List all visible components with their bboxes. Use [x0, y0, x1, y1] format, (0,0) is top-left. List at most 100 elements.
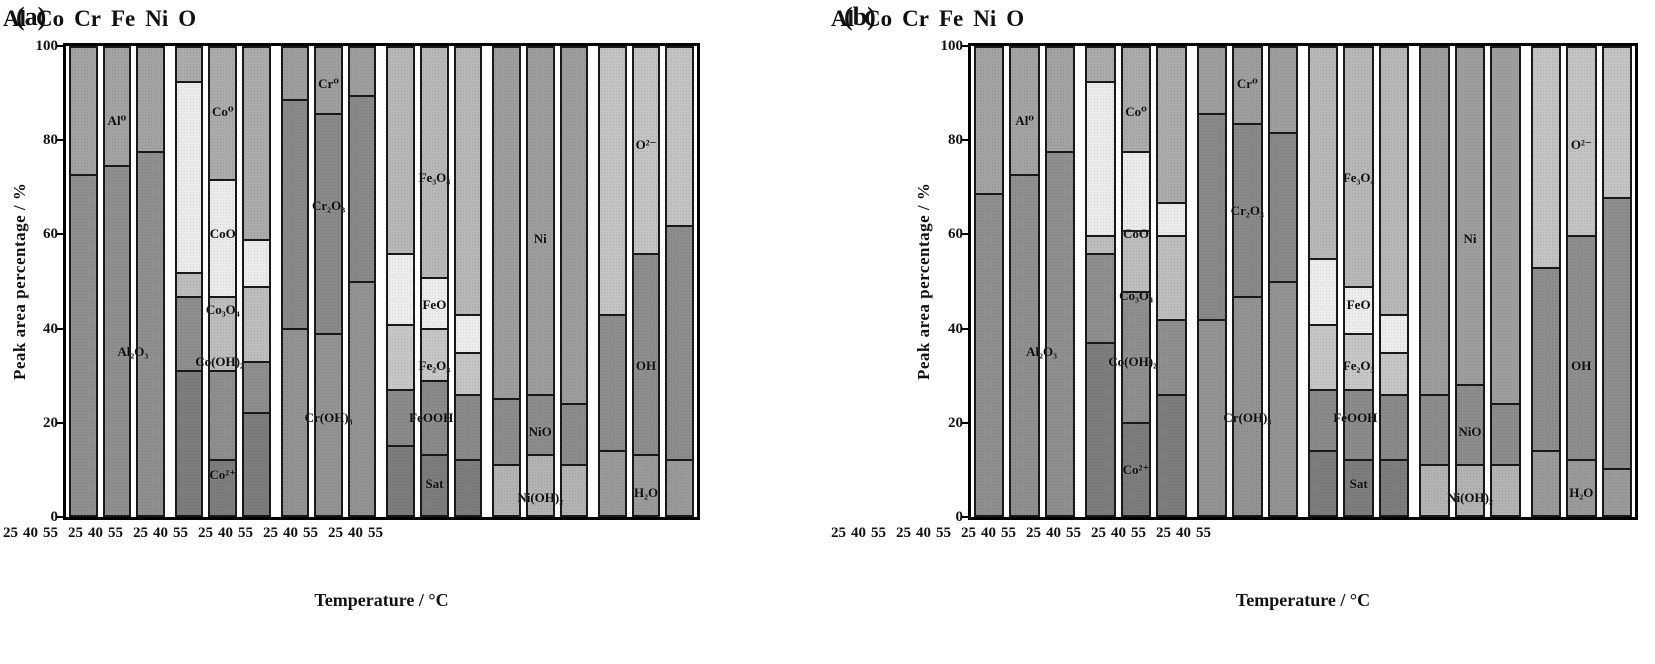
- bar-segment-H₂O: [1568, 458, 1595, 515]
- x-tick-label: 40: [1176, 525, 1191, 541]
- bar-segment-Co₃O₄: [1122, 230, 1150, 291]
- bar-segment-FeOOH: [1309, 388, 1337, 450]
- bar-segment-Cr₂O₃: [282, 99, 308, 329]
- bar-segment-OH: [667, 225, 692, 459]
- bar-segment-Sat: [388, 444, 414, 515]
- stacked-bar-Cr-40: [314, 46, 343, 517]
- bar-segment-FeOOH: [1380, 393, 1408, 459]
- stacked-bar-Ni-40: [525, 46, 555, 517]
- bar-segment-Co²⁺: [1158, 393, 1185, 515]
- bar-group-Al: Al⁰ Al₂O₃: [974, 46, 1076, 517]
- x-tick-label: 25: [3, 525, 18, 541]
- stacked-bar-Co-40: [208, 46, 238, 517]
- bar-segment-NiO: [1492, 402, 1519, 464]
- bar-segment-Cr(OH)₃: [1198, 318, 1226, 515]
- species-label-Ni: Ni: [533, 231, 547, 247]
- bar-segment-Co²⁺: [210, 458, 236, 515]
- species-label-H₂O: H₂O: [633, 485, 659, 501]
- bar-segment-O²⁻: [1568, 48, 1595, 235]
- bar-segment-Cr₂O₃: [1269, 132, 1296, 282]
- stacked-bar-Co-55: [1156, 46, 1187, 517]
- plot-area: 0 20 40 60 80 100 Al⁰ Al₂O₃ Co⁰ CoO Co₃O₄ Co(OH)₂ C…: [941, 39, 1638, 525]
- bar-segment-Cr⁰: [1269, 48, 1296, 133]
- bar-segment-CoO: [1087, 80, 1114, 235]
- x-tick-group-Ni: 25 40 55: [263, 525, 318, 545]
- bar-segment-Cr(OH)₃: [349, 281, 375, 515]
- species-label-Ni(OH)₂: Ni(OH)₂: [1447, 490, 1493, 506]
- x-tick-label: 40: [348, 525, 363, 541]
- species-label-OH: OH: [1571, 358, 1592, 374]
- x-tick-group-Cr: 25 40 55: [961, 525, 1016, 545]
- stacked-bar-O-55: [1601, 46, 1632, 517]
- bar-segment-Co₃O₄: [244, 286, 269, 361]
- x-tick-label: 40: [23, 525, 38, 541]
- stacked-bar-Al-25: [974, 46, 1005, 517]
- bar-segment-Ni: [527, 48, 553, 394]
- bar-segment-Al₂O₃: [1011, 174, 1038, 515]
- x-tick-label: 40: [981, 525, 996, 541]
- stacked-bar-Fe-55: [453, 46, 483, 517]
- species-label-Co²⁺: Co²⁺: [1122, 461, 1150, 477]
- x-tick-label: 55: [173, 525, 188, 541]
- bar-segment-CoO: [1122, 150, 1150, 231]
- species-label-FeOOH: FeOOH: [1333, 410, 1378, 426]
- bar-segment-Fe₃O₄: [388, 48, 414, 254]
- bar-group-Co: Co⁰ CoO Co₃O₄ Co(OH)₂ Co²⁺: [1085, 46, 1187, 517]
- x-tick-label: 55: [1131, 525, 1146, 541]
- bars-area: Al⁰ Al₂O₃ Co⁰ CoO Co₃O₄ Co(OH)₂ Co²⁺ Cr⁰ Cr₂O₃ Cr…: [66, 46, 697, 517]
- x-tick-label: 25: [68, 525, 83, 541]
- bar-segment-NiO: [1421, 393, 1448, 464]
- bar-segment-CoO: [244, 239, 269, 287]
- species-label-Fe₂O₃: Fe₂O₃: [418, 358, 451, 374]
- bar-segment-Cr(OH)₃: [1234, 295, 1261, 515]
- element-headers: Al Co Cr Fe Ni O: [0, 6, 199, 38]
- species-label-Co⁰: Co⁰: [1125, 103, 1147, 119]
- element-header-Cr: Cr: [74, 6, 101, 31]
- stacked-bar-O-25: [1530, 46, 1562, 517]
- bar-group-Fe: Fe₃O₄ FeO Fe₂O₃ FeOOH Sat: [1307, 46, 1410, 517]
- bar-segment-FeO: [1380, 314, 1408, 352]
- bar-segment-Cr₂O₃: [316, 113, 341, 333]
- element-header-Fe: Fe: [938, 6, 964, 31]
- bar-segment-Ni(OH)₂: [561, 463, 587, 515]
- stacked-bar-Fe-55: [1378, 46, 1410, 517]
- x-tick-group-Fe: 25 40 55: [198, 525, 253, 545]
- bar-segment-OH: [1532, 267, 1560, 450]
- bar-segment-Al₂O₃: [104, 164, 130, 515]
- bar-segment-Co⁰: [210, 48, 236, 179]
- y-tick-mark: [57, 516, 66, 518]
- stacked-bar-Cr-55: [1267, 46, 1298, 517]
- bar-segment-Al₂O₃: [976, 192, 1003, 515]
- stacked-bar-Ni-40: [1454, 46, 1486, 517]
- x-tick-label: 40: [153, 525, 168, 541]
- bar-segment-OH: [633, 253, 659, 455]
- bar-segment-Fe₃O₄: [1345, 48, 1372, 287]
- element-header-Co: Co: [864, 6, 893, 31]
- x-tick-label: 25: [198, 525, 213, 541]
- bar-segment-FeO: [455, 314, 481, 352]
- species-label-FeOOH: FeOOH: [409, 410, 454, 426]
- x-tick-label: 40: [88, 525, 103, 541]
- x-tick-group-Cr: 25 40 55: [133, 525, 188, 545]
- bar-segment-Cr⁰: [1234, 48, 1261, 123]
- y-tick-mark: [962, 139, 971, 142]
- x-tick-label: 25: [1026, 525, 1041, 541]
- bar-segment-Fe₃O₄: [1309, 48, 1337, 259]
- bar-segment-Cr(OH)₃: [1269, 281, 1296, 515]
- bar-segment-H₂O: [633, 454, 659, 515]
- bar-group-O: O²⁻ OH H₂O: [598, 46, 694, 517]
- bar-segment-H₂O: [600, 449, 625, 515]
- bar-segment-H₂O: [667, 458, 692, 515]
- bar-segment-Al⁰: [104, 48, 130, 165]
- bar-segment-Ni: [561, 48, 587, 403]
- y-tick-mark: [962, 516, 971, 518]
- species-label-Co(OH)₂: Co(OH)₂: [1108, 353, 1157, 369]
- bar-segment-Ni: [1492, 48, 1519, 403]
- bar-segment-FeO: [388, 253, 414, 324]
- bar-segment-O²⁻: [600, 48, 625, 315]
- element-header-Fe: Fe: [110, 6, 136, 31]
- x-tick-label: 55: [936, 525, 951, 541]
- bar-segment-NiO: [527, 393, 553, 455]
- species-label-NiO: NiO: [1458, 424, 1482, 440]
